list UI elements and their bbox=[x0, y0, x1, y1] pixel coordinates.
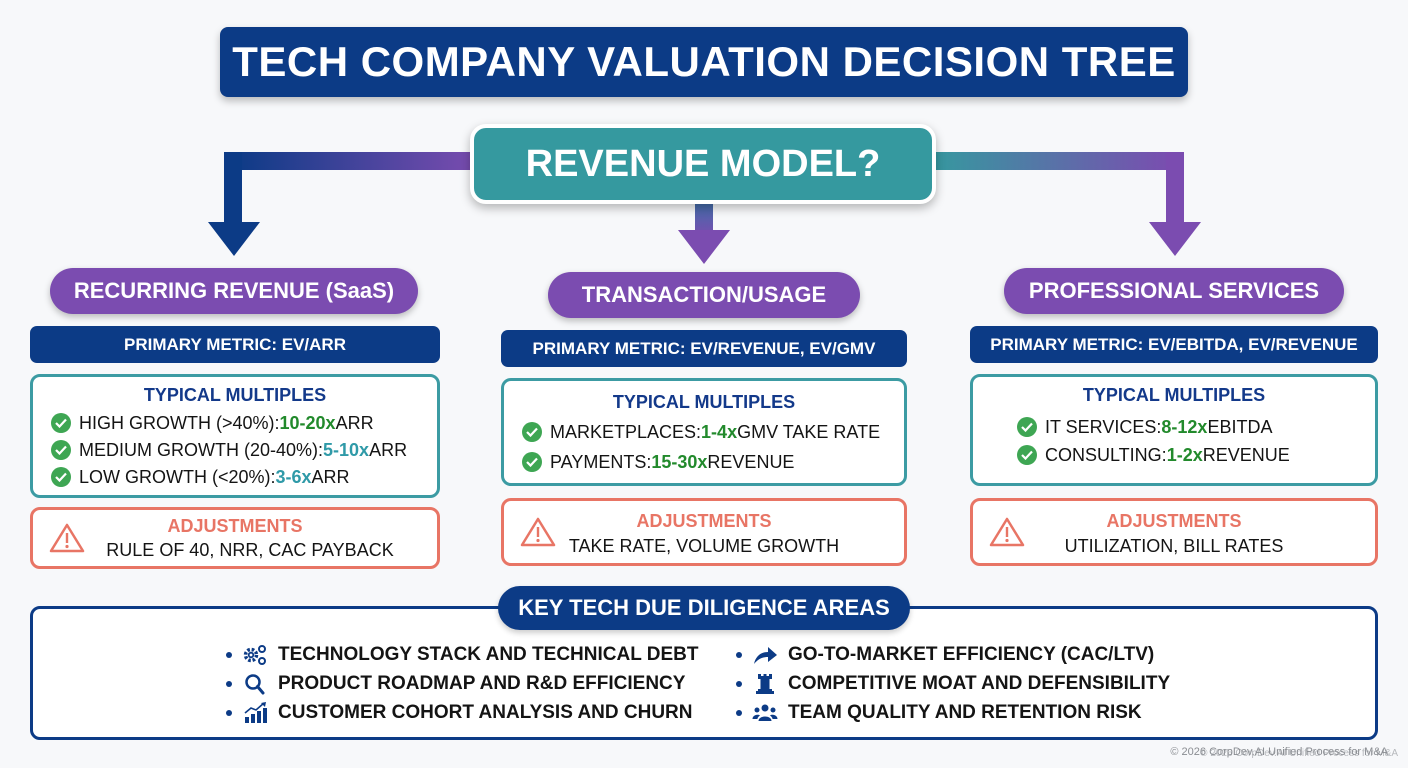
warning-triangle-icon bbox=[989, 517, 1025, 547]
left-branch-arrow bbox=[208, 152, 480, 256]
multiple-row: IT SERVICES: 8-12x EBITDA bbox=[1017, 414, 1375, 440]
multiple-row: LOW GROWTH (<20%): 3-6x ARR bbox=[51, 464, 437, 490]
growth-chart-icon bbox=[242, 701, 268, 724]
due-diligence-right-list: GO-TO-MARKET EFFICIENCY (CAC/LTV) COMPET… bbox=[736, 640, 1170, 727]
dd-item: TECHNOLOGY STACK AND TECHNICAL DEBT bbox=[226, 640, 698, 669]
check-circle-icon bbox=[522, 422, 542, 442]
bullet bbox=[226, 709, 232, 716]
adjustments-title: ADJUSTMENTS bbox=[1106, 511, 1242, 531]
multiples-title: TYPICAL MULTIPLES bbox=[143, 385, 327, 405]
check-circle-icon bbox=[51, 467, 71, 487]
right-branch-arrow bbox=[930, 152, 1201, 256]
dd-item: PRODUCT ROADMAP AND R&D EFFICIENCY bbox=[226, 669, 698, 698]
check-circle-icon bbox=[1017, 445, 1037, 465]
bullet bbox=[736, 709, 742, 716]
typical-multiples-services: TYPICAL MULTIPLES IT SERVICES: 8-12x EBI… bbox=[970, 374, 1378, 486]
root-question-node: REVENUE MODEL? bbox=[470, 124, 936, 204]
dd-item: CUSTOMER COHORT ANALYSIS AND CHURN bbox=[226, 698, 698, 727]
adjustments-services: ADJUSTMENTS UTILIZATION, BILL RATES bbox=[970, 498, 1378, 566]
due-diligence-title: KEY TECH DUE DILIGENCE AREAS bbox=[498, 586, 910, 630]
check-circle-icon bbox=[51, 440, 71, 460]
castle-tower-icon bbox=[752, 673, 778, 695]
warning-triangle-icon bbox=[520, 517, 556, 547]
check-circle-icon bbox=[51, 413, 71, 433]
adjustments-text: RULE OF 40, NRR, CAC PAYBACK bbox=[106, 540, 394, 560]
check-circle-icon bbox=[1017, 417, 1037, 437]
typical-multiples-transaction: TYPICAL MULTIPLES MARKETPLACES: 1-4x GMV… bbox=[501, 378, 907, 486]
adjustments-text: TAKE RATE, VOLUME GROWTH bbox=[568, 536, 840, 556]
multiple-row: MARKETPLACES: 1-4x GMV TAKE RATE bbox=[522, 419, 904, 445]
dd-item: TEAM QUALITY AND RETENTION RISK bbox=[736, 698, 1170, 727]
team-icon bbox=[752, 702, 778, 724]
multiple-row: CONSULTING: 1-2x REVENUE bbox=[1017, 442, 1375, 468]
middle-branch-arrow bbox=[678, 200, 730, 264]
primary-metric-services: PRIMARY METRIC: EV/EBITDA, EV/REVENUE bbox=[970, 326, 1378, 363]
gears-icon bbox=[242, 644, 268, 666]
adjustments-title: ADJUSTMENTS bbox=[167, 516, 303, 536]
primary-metric-transaction: PRIMARY METRIC: EV/REVENUE, EV/GMV bbox=[501, 330, 907, 367]
adjustments-transaction: ADJUSTMENTS TAKE RATE, VOLUME GROWTH bbox=[501, 498, 907, 566]
dd-item: COMPETITIVE MOAT AND DEFENSIBILITY bbox=[736, 669, 1170, 698]
branch-professional-services: PROFESSIONAL SERVICES bbox=[1004, 268, 1344, 314]
typical-multiples-saas: TYPICAL MULTIPLES HIGH GROWTH (>40%): 10… bbox=[30, 374, 440, 498]
multiple-row: PAYMENTS: 15-30x REVENUE bbox=[522, 449, 904, 475]
adjustments-text: UTILIZATION, BILL RATES bbox=[1064, 536, 1284, 556]
bullet bbox=[736, 651, 742, 658]
due-diligence-left-list: TECHNOLOGY STACK AND TECHNICAL DEBT PROD… bbox=[226, 640, 698, 727]
bullet bbox=[226, 651, 232, 658]
multiple-row: HIGH GROWTH (>40%): 10-20x ARR bbox=[51, 410, 437, 436]
check-circle-icon bbox=[522, 452, 542, 472]
warning-triangle-icon bbox=[49, 523, 85, 553]
branch-transaction-usage: TRANSACTION/USAGE bbox=[548, 272, 860, 318]
footer-copyright: © 2026 CorpDev.AI Unified Process for M&… bbox=[1170, 746, 1388, 758]
adjustments-saas: ADJUSTMENTS RULE OF 40, NRR, CAC PAYBACK bbox=[30, 507, 440, 569]
adjustments-title: ADJUSTMENTS bbox=[636, 511, 772, 531]
branch-recurring-revenue: RECURRING REVENUE (SaaS) bbox=[50, 268, 418, 314]
multiple-row: MEDIUM GROWTH (20-40%): 5-10x ARR bbox=[51, 437, 437, 463]
page-title: TECH COMPANY VALUATION DECISION TREE bbox=[220, 27, 1188, 97]
primary-metric-saas: PRIMARY METRIC: EV/ARR bbox=[30, 326, 440, 363]
multiples-title: TYPICAL MULTIPLES bbox=[612, 392, 796, 412]
bullet bbox=[226, 680, 232, 687]
multiples-title: TYPICAL MULTIPLES bbox=[1082, 385, 1266, 405]
magnifier-icon bbox=[242, 673, 268, 695]
dd-item: GO-TO-MARKET EFFICIENCY (CAC/LTV) bbox=[736, 640, 1170, 669]
forward-arrow-icon bbox=[752, 644, 778, 666]
footer-copyright-ghost: © 2026 CorpDev.AI Unified Process for M&… bbox=[1200, 748, 1398, 759]
bullet bbox=[736, 680, 742, 687]
